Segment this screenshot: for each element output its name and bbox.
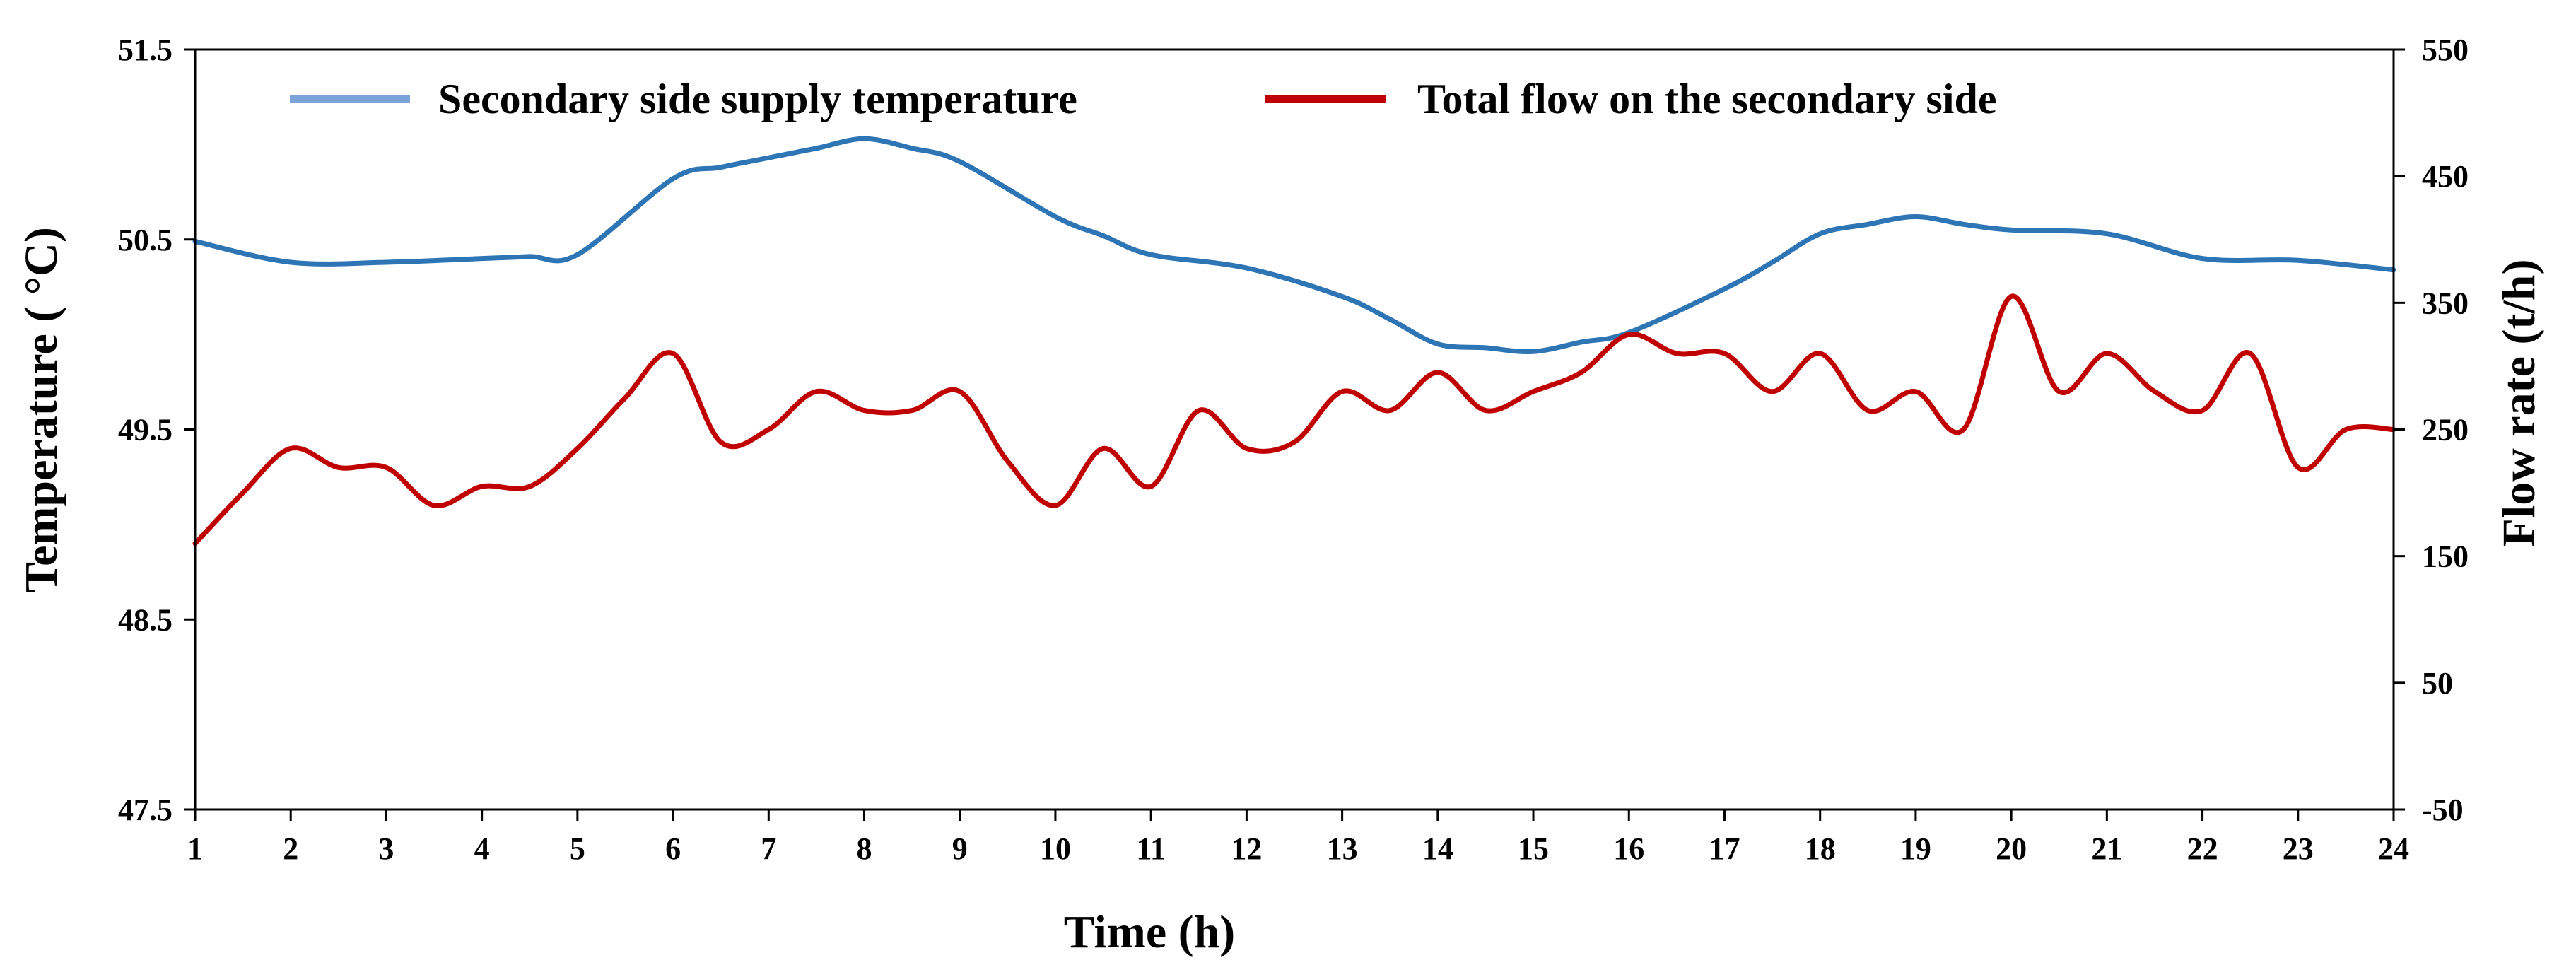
series-line-supply-temperature <box>192 136 2396 355</box>
y-left-tick-label: 50.5 <box>118 223 172 257</box>
x-tick-label: 6 <box>665 831 681 866</box>
x-tick-label: 5 <box>570 831 585 866</box>
y-left-tick-label: 49.5 <box>118 413 172 447</box>
y-right-tick-label: 550 <box>2422 33 2469 67</box>
y-right-tick-label: 450 <box>2422 159 2469 194</box>
x-tick-label: 22 <box>2187 831 2218 866</box>
series-line-total-flow <box>192 293 2396 546</box>
x-tick-label: 18 <box>1805 831 1836 866</box>
x-tick-label: 13 <box>1327 831 1358 866</box>
x-tick-label: 24 <box>2378 831 2409 866</box>
x-tick-label: 9 <box>952 831 968 866</box>
y-left-tick-label: 51.5 <box>118 33 172 67</box>
legend-label-0: Secondary side supply temperature <box>438 76 1077 122</box>
x-tick-label: 17 <box>1709 831 1740 866</box>
x-tick-label: 16 <box>1613 831 1644 866</box>
x-tick-label: 1 <box>187 831 203 866</box>
x-tick-label: 21 <box>2091 831 2122 866</box>
x-tick-label: 15 <box>1518 831 1549 866</box>
x-tick-label: 12 <box>1231 831 1262 866</box>
ticks-layer: 1 2 3 4 5 6 7 8 9 10 11 12 13 14 15 16 17 18 19 20 21 22 23 244… <box>118 33 2469 866</box>
legend: Secondary side supply temperature Total f… <box>290 76 1997 122</box>
y-right-tick-label: 50 <box>2422 666 2453 701</box>
x-tick-label: 4 <box>474 831 490 866</box>
x-tick-label: 3 <box>378 831 394 866</box>
x-tick-label: 10 <box>1040 831 1071 866</box>
x-tick-label: 19 <box>1900 831 1931 866</box>
y-right-tick-label: 350 <box>2422 286 2469 320</box>
x-tick-label: 7 <box>761 831 776 866</box>
y-axis-left-title: Temperature ( °C) <box>16 227 67 593</box>
y-right-tick-label: 150 <box>2422 539 2469 574</box>
x-tick-label: 2 <box>283 831 298 866</box>
y-axis-right-title: Flow rate (t/h) <box>2493 259 2545 547</box>
y-right-tick-label: 250 <box>2422 413 2469 447</box>
series-layer <box>192 136 2396 546</box>
y-right-tick-label: -50 <box>2422 792 2464 827</box>
x-tick-label: 11 <box>1136 831 1166 866</box>
x-tick-label: 14 <box>1422 831 1453 866</box>
x-tick-label: 8 <box>857 831 872 866</box>
y-left-tick-label: 48.5 <box>118 602 172 637</box>
x-tick-label: 20 <box>1996 831 2027 866</box>
x-tick-label: 23 <box>2283 831 2314 866</box>
x-axis-title: Time (h) <box>1064 906 1236 958</box>
legend-label-1: Total flow on the secondary side <box>1417 76 1997 122</box>
y-left-tick-label: 47.5 <box>118 792 172 827</box>
